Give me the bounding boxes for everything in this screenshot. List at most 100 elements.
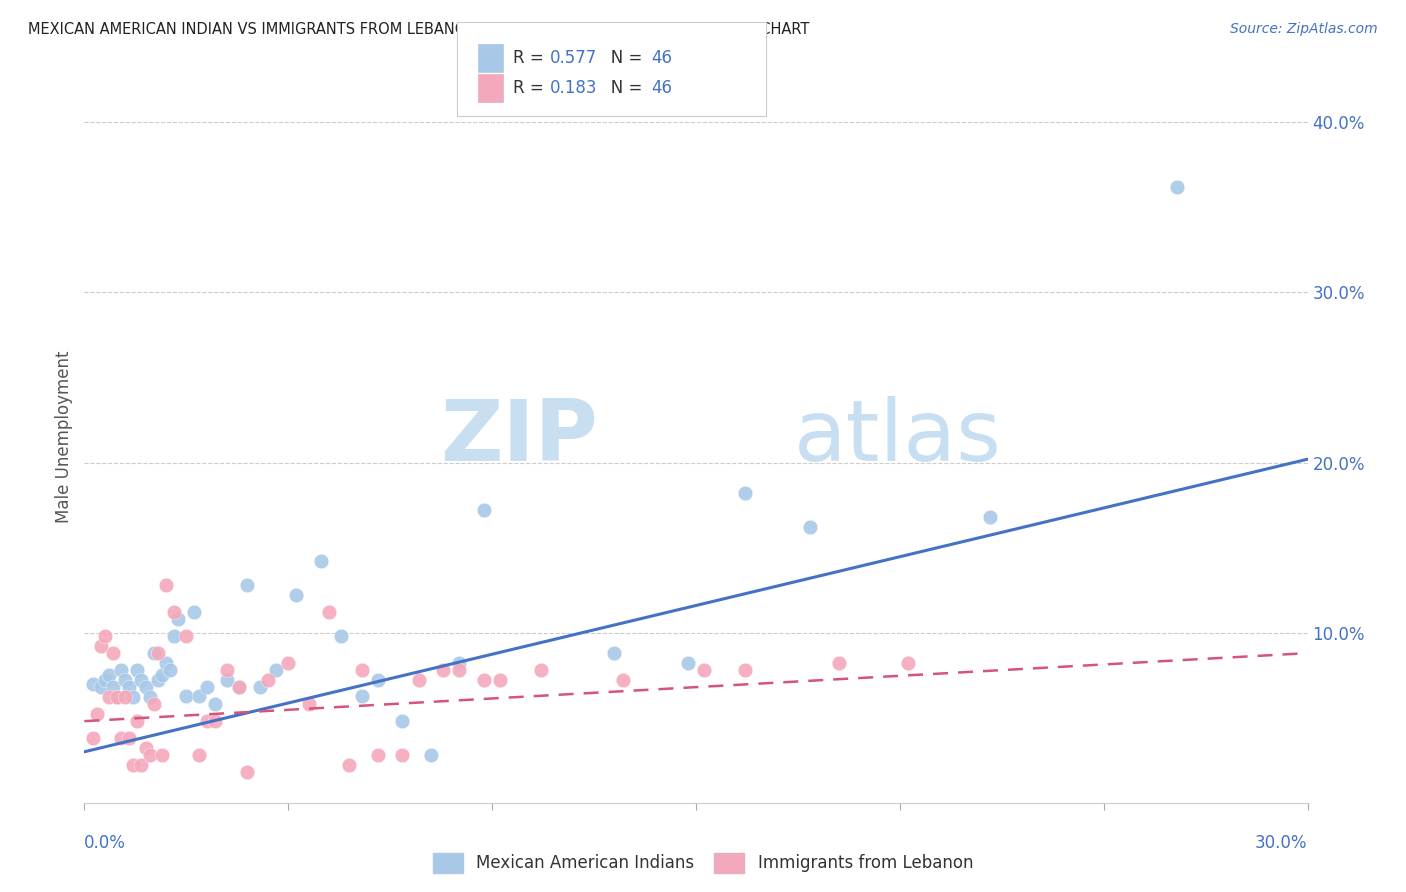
Point: [105, 690, 128, 705]
Point: [90, 640, 112, 654]
Point: [449, 657, 471, 671]
Point: [309, 554, 332, 568]
Point: [350, 689, 373, 703]
Point: [138, 748, 160, 763]
Point: [163, 629, 186, 643]
Point: [127, 663, 149, 677]
Point: [138, 690, 160, 705]
Point: [217, 663, 239, 677]
Text: atlas: atlas: [794, 395, 1002, 479]
Point: [183, 605, 205, 619]
Point: [167, 612, 190, 626]
Text: ZIP: ZIP: [440, 395, 598, 479]
Point: [1166, 180, 1188, 194]
Point: [236, 578, 259, 592]
Point: [159, 663, 181, 677]
Point: [82, 677, 104, 691]
Point: [367, 673, 389, 688]
Text: R =: R =: [513, 49, 550, 67]
Point: [449, 663, 471, 677]
Point: [146, 673, 169, 688]
Text: 30.0%: 30.0%: [1256, 834, 1308, 852]
Point: [318, 605, 340, 619]
Point: [118, 731, 141, 746]
Point: [897, 657, 920, 671]
Point: [277, 657, 299, 671]
Point: [135, 680, 157, 694]
Point: [285, 588, 308, 602]
Point: [105, 690, 128, 705]
Point: [163, 605, 186, 619]
Point: [155, 657, 177, 671]
Point: [97, 668, 120, 682]
Point: [734, 486, 756, 500]
Point: [174, 629, 197, 643]
Point: [367, 748, 389, 763]
Point: [174, 689, 197, 703]
Point: [142, 697, 165, 711]
Point: [90, 680, 112, 694]
Point: [734, 663, 756, 677]
Point: [187, 689, 209, 703]
Point: [195, 714, 218, 728]
Point: [489, 673, 512, 688]
Point: [131, 673, 153, 688]
Point: [131, 758, 153, 772]
Point: [350, 663, 373, 677]
Text: N =: N =: [595, 49, 647, 67]
Point: [97, 690, 120, 705]
Point: [150, 748, 173, 763]
Point: [420, 748, 443, 763]
Point: [391, 748, 413, 763]
Legend: Mexican American Indians, Immigrants from Lebanon: Mexican American Indians, Immigrants fro…: [426, 847, 980, 880]
Text: 0.0%: 0.0%: [84, 834, 127, 852]
Text: 0.183: 0.183: [550, 78, 598, 96]
Point: [82, 731, 104, 746]
Point: [228, 680, 250, 694]
Point: [249, 680, 271, 694]
Point: [195, 680, 218, 694]
Point: [979, 510, 1001, 524]
Point: [122, 690, 145, 705]
Point: [101, 646, 124, 660]
Point: [391, 714, 413, 728]
Point: [612, 673, 634, 688]
Point: [236, 765, 259, 780]
Point: [432, 663, 454, 677]
Point: [187, 748, 209, 763]
Point: [93, 629, 115, 643]
Point: [330, 629, 353, 643]
Point: [217, 673, 239, 688]
Point: [127, 714, 149, 728]
Text: MEXICAN AMERICAN INDIAN VS IMMIGRANTS FROM LEBANON MALE UNEMPLOYMENT CORRELATION: MEXICAN AMERICAN INDIAN VS IMMIGRANTS FR…: [28, 22, 810, 37]
Text: R =: R =: [513, 78, 550, 96]
Point: [603, 646, 626, 660]
Point: [298, 697, 321, 711]
Text: 46: 46: [651, 78, 672, 96]
Point: [93, 673, 115, 688]
Point: [530, 663, 553, 677]
Point: [257, 673, 280, 688]
Point: [118, 680, 141, 694]
Point: [110, 731, 132, 746]
Point: [114, 690, 136, 705]
Point: [122, 758, 145, 772]
Point: [135, 741, 157, 756]
Point: [472, 673, 495, 688]
Point: [114, 673, 136, 688]
Point: [150, 668, 173, 682]
Text: N =: N =: [595, 78, 647, 96]
Point: [827, 657, 849, 671]
Point: [204, 714, 226, 728]
Text: 46: 46: [651, 49, 672, 67]
Point: [101, 680, 124, 694]
Point: [142, 646, 165, 660]
Point: [264, 663, 287, 677]
Point: [799, 520, 821, 534]
Text: 0.577: 0.577: [550, 49, 598, 67]
Point: [110, 663, 132, 677]
Point: [472, 503, 495, 517]
Point: [155, 578, 177, 592]
Point: [339, 758, 360, 772]
Point: [228, 680, 250, 694]
